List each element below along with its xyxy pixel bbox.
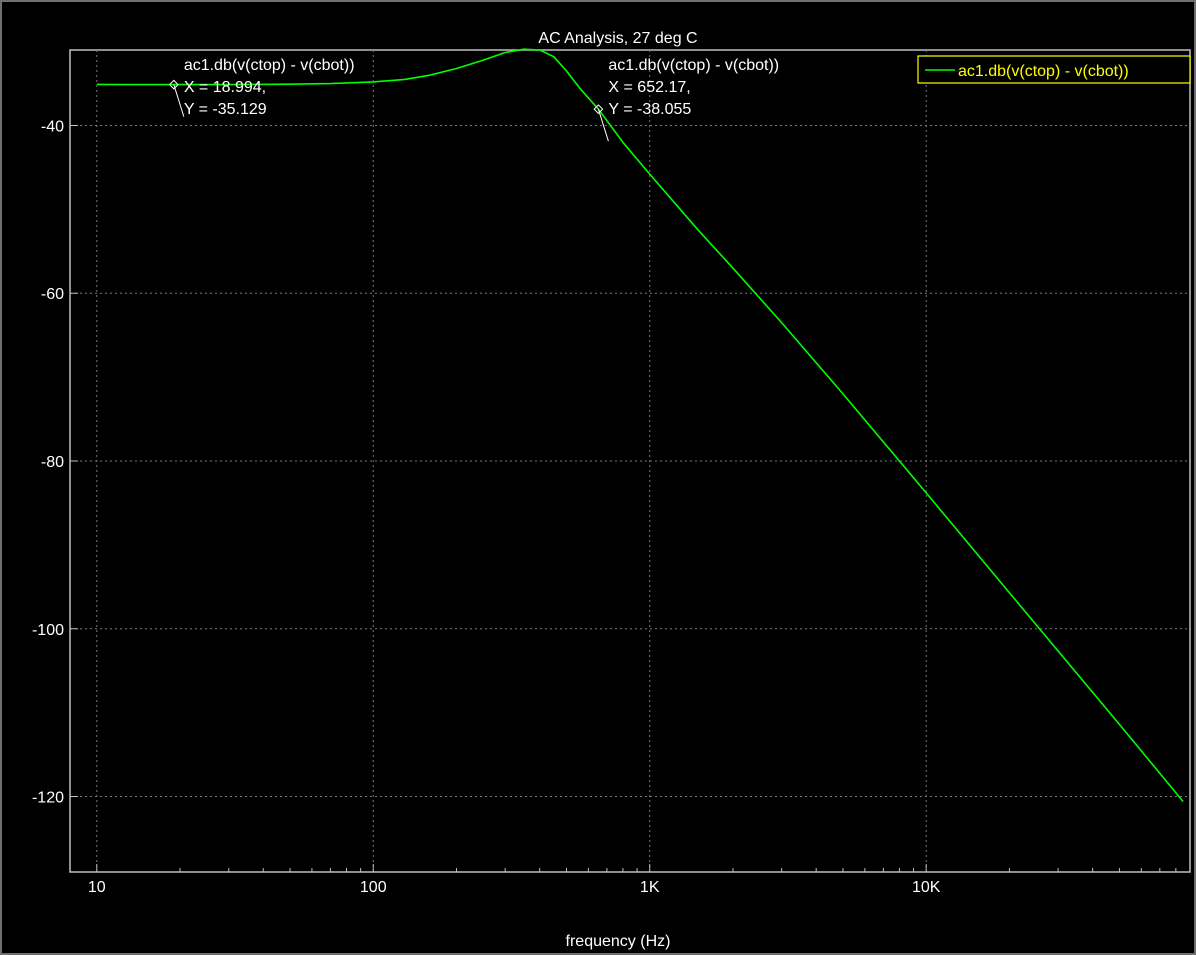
annotation-y-0: Y = -35.129 [184,101,267,118]
annotation-leader-1 [597,109,609,142]
annotation-label-1: ac1.db(v(ctop) - v(cbot)) [608,57,779,74]
annotation-label-0: ac1.db(v(ctop) - v(cbot)) [184,57,355,74]
annotation-y-1: Y = -38.055 [608,101,691,118]
annotation-group: ac1.db(v(ctop) - v(cbot)) X = 18.994, Y = … [168,57,779,142]
annotation-marker-0[interactable] [168,79,179,90]
x-tick-labels: 10 100 1K 10K [88,879,941,896]
x-tick-label-2: 1K [640,879,660,896]
y-tick-label-0: -40 [41,118,64,135]
y-tick-label-1: -60 [41,286,64,303]
annotation-marker-1[interactable] [593,104,604,115]
y-tick-label-3: -100 [32,622,64,639]
x-tick-label-0: 10 [88,879,106,896]
y-tick-labels: -40 -60 -80 -100 -120 [32,118,64,806]
legend[interactable]: ac1.db(v(ctop) - v(cbot)) [917,55,1191,84]
series-group [96,48,1184,803]
y-tick-label-4: -120 [32,790,64,807]
legend-label: ac1.db(v(ctop) - v(cbot)) [958,63,1129,80]
chart-title: AC Analysis, 27 deg C [538,30,697,47]
legend-box [917,55,1191,84]
annotation-leader-0 [173,84,185,117]
grid-lines [70,50,1190,872]
y-tick-label-2: -80 [41,454,64,471]
annotation-x-1: X = 652.17, [608,79,690,96]
series-line-0[interactable] [96,48,1184,803]
x-tick-label-3: 10K [912,879,941,896]
x-axis-label: frequency (Hz) [566,933,671,950]
tick-marks [70,124,1191,872]
annotation-x-0: X = 18.994, [184,79,266,96]
x-tick-label-1: 100 [360,879,387,896]
